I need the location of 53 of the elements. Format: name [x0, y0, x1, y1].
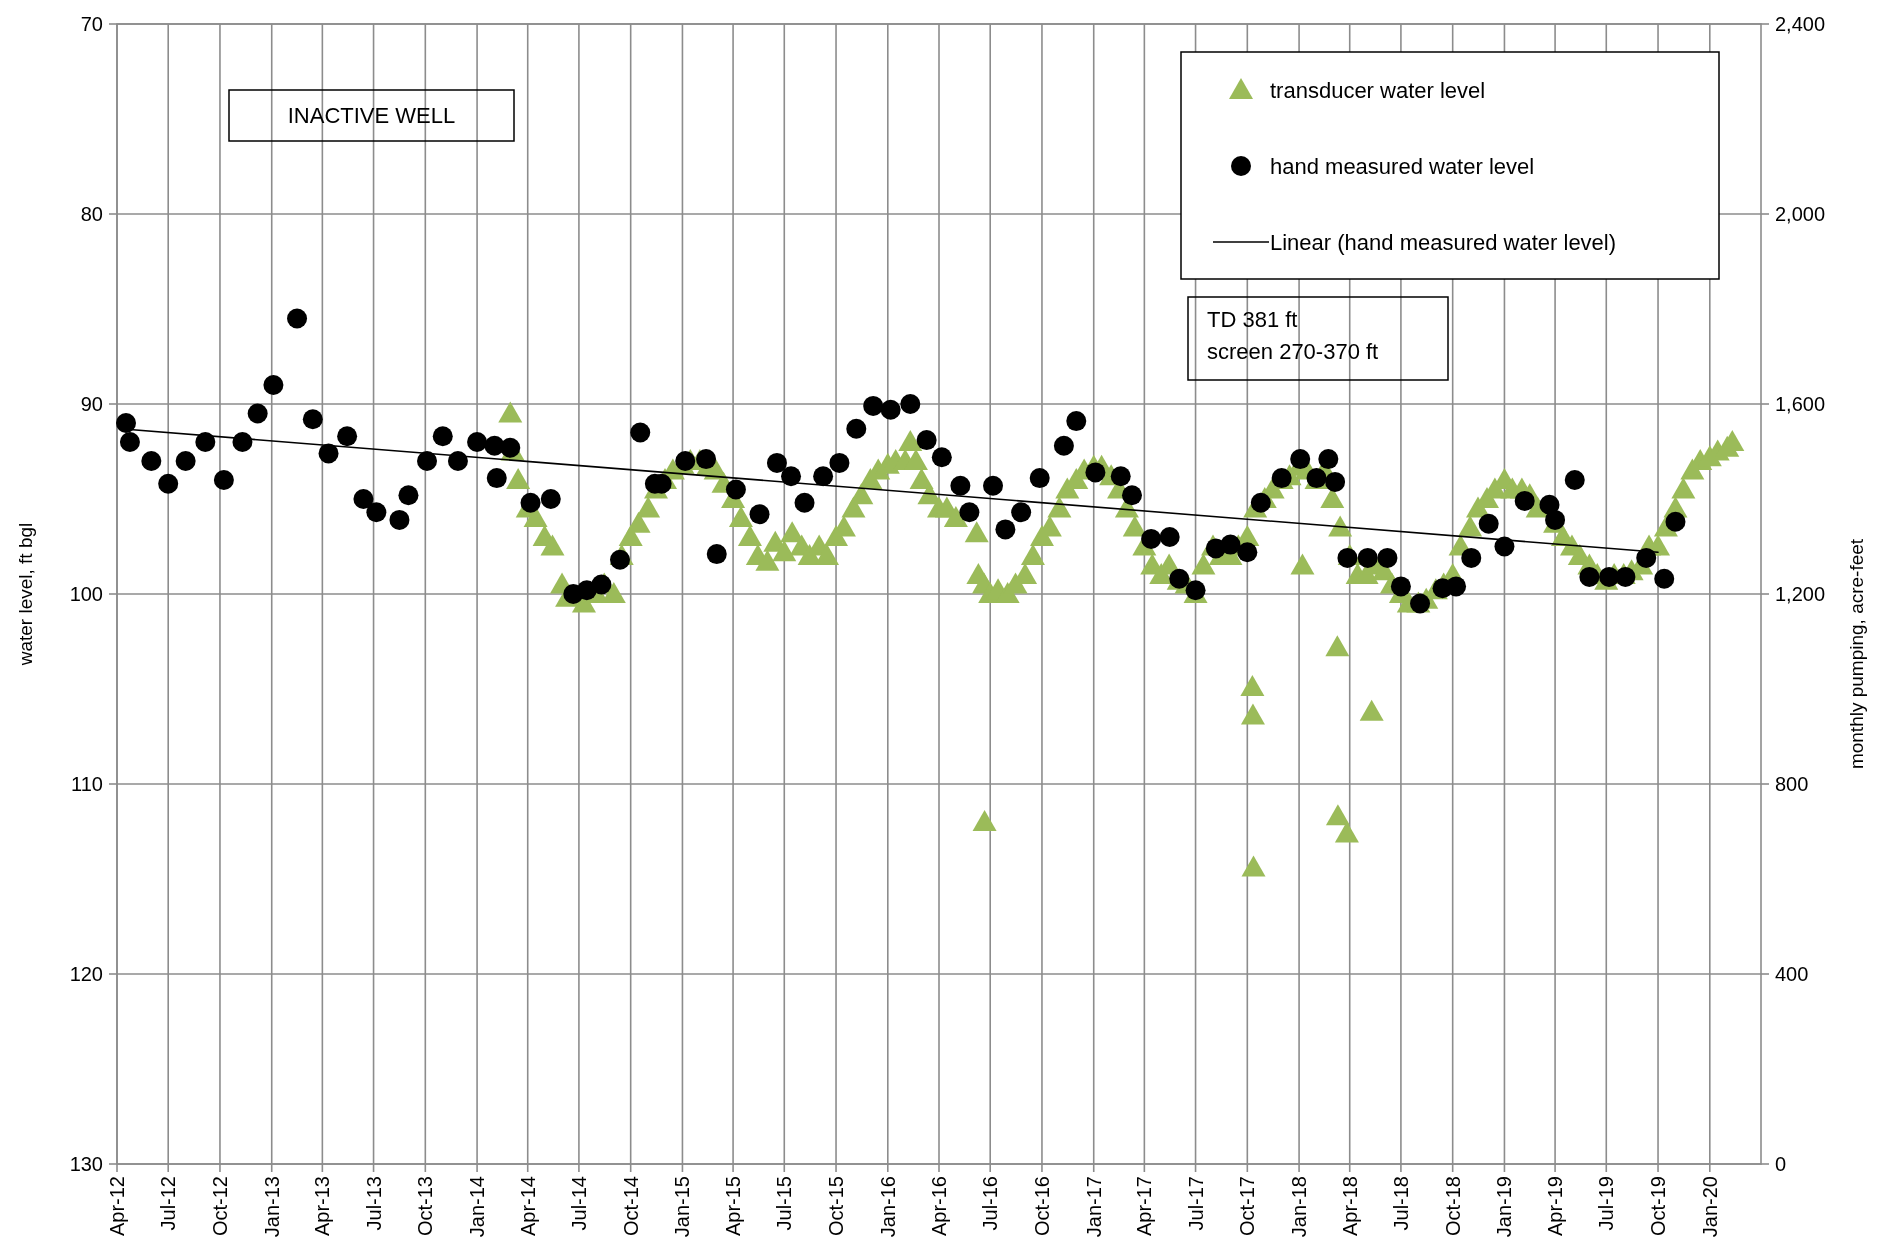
- legend-label: Linear (hand measured water level): [1270, 229, 1617, 255]
- x-tick-label: Oct-18: [1441, 1176, 1464, 1237]
- x-tick-label: Oct-16: [1030, 1176, 1053, 1237]
- y2-tick-label: 2,400: [1775, 13, 1826, 35]
- x-tick-label: Jan-20: [1698, 1176, 1721, 1238]
- x-tick-label: Jul-16: [979, 1176, 1002, 1231]
- x-tick-label: Jul-17: [1184, 1176, 1207, 1231]
- y2-axis-title: monthly pumping, acre-feet: [1846, 538, 1867, 770]
- x-tick-label: Apr-17: [1133, 1176, 1156, 1237]
- y-tick-label: 70: [80, 13, 103, 35]
- x-tick-label: Jan-15: [671, 1176, 694, 1238]
- y-axis-title: water level, ft bgl: [15, 522, 36, 667]
- y-tick-label: 100: [69, 583, 103, 605]
- x-tick-label: Jul-13: [362, 1176, 385, 1231]
- y-tick-label: 110: [71, 773, 103, 795]
- x-tick-label: Apr-14: [516, 1176, 539, 1237]
- y2-tick-label: 1,200: [1775, 583, 1826, 605]
- y2-tick-label: 1,600: [1775, 393, 1826, 415]
- x-tick-label: Jul-18: [1389, 1176, 1412, 1231]
- x-tick-label: Oct-13: [414, 1176, 437, 1237]
- x-tick-label: Jan-13: [260, 1176, 283, 1238]
- y-tick-label: 130: [69, 1153, 103, 1175]
- x-tick-label: Jan-17: [1082, 1176, 1105, 1238]
- y2-tick-label: 800: [1775, 773, 1809, 795]
- y-tick-label: 120: [69, 963, 103, 985]
- x-tick-label: Apr-15: [722, 1176, 745, 1237]
- x-tick-label: Oct-12: [208, 1176, 231, 1237]
- legend-label: transducer water level: [1270, 77, 1486, 103]
- x-tick-label: Oct-14: [619, 1176, 642, 1237]
- legend-label: hand measured water level: [1270, 153, 1535, 179]
- x-tick-label: Oct-19: [1647, 1176, 1670, 1237]
- x-tick-label: Jul-19: [1595, 1176, 1618, 1231]
- x-tick-label: Jul-14: [567, 1176, 590, 1231]
- x-tick-label: Oct-15: [825, 1176, 848, 1237]
- y2-tick-label: 2,000: [1775, 203, 1826, 225]
- x-tick-label: Apr-12: [106, 1176, 128, 1237]
- x-tick-label: Apr-16: [928, 1176, 950, 1237]
- x-tick-label: Apr-19: [1544, 1176, 1567, 1237]
- x-tick-label: Jul-12: [157, 1176, 180, 1231]
- x-tick-label: Jan-18: [1288, 1176, 1311, 1238]
- x-tick-label: Jul-15: [773, 1176, 796, 1231]
- annotation: TD 381 ft screen 270-370 ft: [1207, 307, 1379, 364]
- y2-tick-label: 400: [1775, 963, 1809, 985]
- y-tick-label: 80: [80, 203, 103, 225]
- annotation: INACTIVE WELL: [287, 103, 456, 129]
- x-tick-label: Apr-13: [311, 1176, 334, 1237]
- x-tick-label: Oct-17: [1236, 1176, 1259, 1237]
- x-tick-label: Apr-18: [1338, 1176, 1361, 1237]
- y2-tick-label: 0: [1775, 1153, 1787, 1175]
- x-tick-label: Jan-14: [466, 1176, 489, 1238]
- y-tick-label: 90: [80, 393, 103, 415]
- x-tick-label: Jan-16: [876, 1176, 899, 1238]
- x-tick-label: Jan-19: [1493, 1176, 1516, 1238]
